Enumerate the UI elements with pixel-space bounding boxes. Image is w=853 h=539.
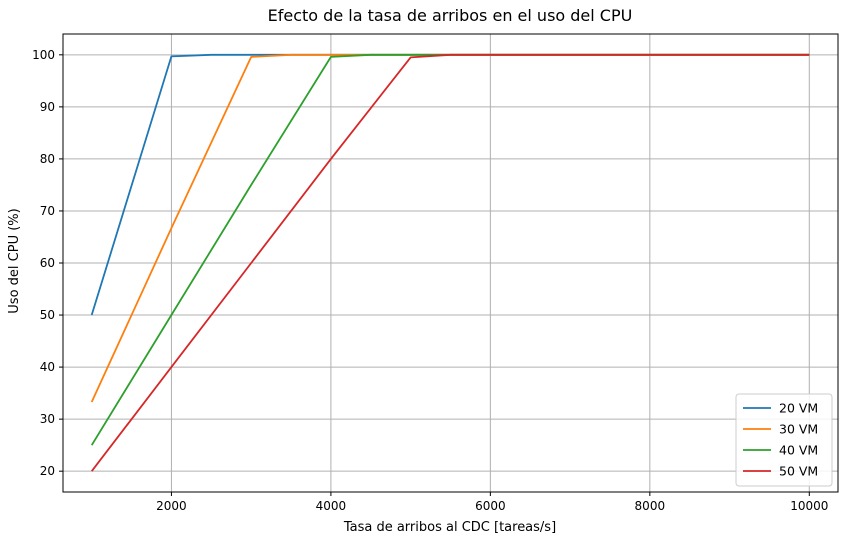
x-tick-label: 8000 [635, 499, 666, 513]
y-tick-label: 30 [40, 412, 55, 426]
x-tick-label: 2000 [156, 499, 187, 513]
series-line-20-vm [90, 53, 810, 316]
series-line-40-vm [90, 53, 810, 446]
chart-title: Efecto de la tasa de arribos en el uso d… [268, 6, 633, 25]
series-lines [90, 53, 810, 472]
y-tick-label: 50 [40, 308, 55, 322]
x-tick-label: 6000 [475, 499, 506, 513]
legend: 20 VM 30 VM 40 VM 50 VM [735, 393, 833, 487]
y-tick-label: 40 [40, 360, 55, 374]
legend-label: 40 VM [779, 443, 818, 458]
y-axis-label: Uso del CPU (%) [7, 208, 22, 313]
y-tick-label: 60 [40, 256, 55, 270]
axis-ticks: 2000 4000 6000 8000 10000 20 30 40 50 60 70 80 90 100 [32, 48, 828, 513]
legend-label: 20 VM [779, 401, 818, 416]
y-tick-label: 100 [32, 48, 55, 62]
grid-lines [63, 34, 838, 492]
series-line-50-vm [90, 53, 810, 472]
y-tick-label: 20 [40, 464, 55, 478]
legend-label: 50 VM [779, 464, 818, 479]
legend-label: 30 VM [779, 422, 818, 437]
y-tick-label: 90 [40, 100, 55, 114]
legend-box [735, 393, 833, 487]
y-tick-label: 80 [40, 152, 55, 166]
y-tick-label: 70 [40, 204, 55, 218]
x-tick-label: 10000 [790, 499, 828, 513]
x-tick-label: 4000 [316, 499, 347, 513]
x-axis-label: Tasa de arribos al CDC [tareas/s] [343, 520, 556, 535]
